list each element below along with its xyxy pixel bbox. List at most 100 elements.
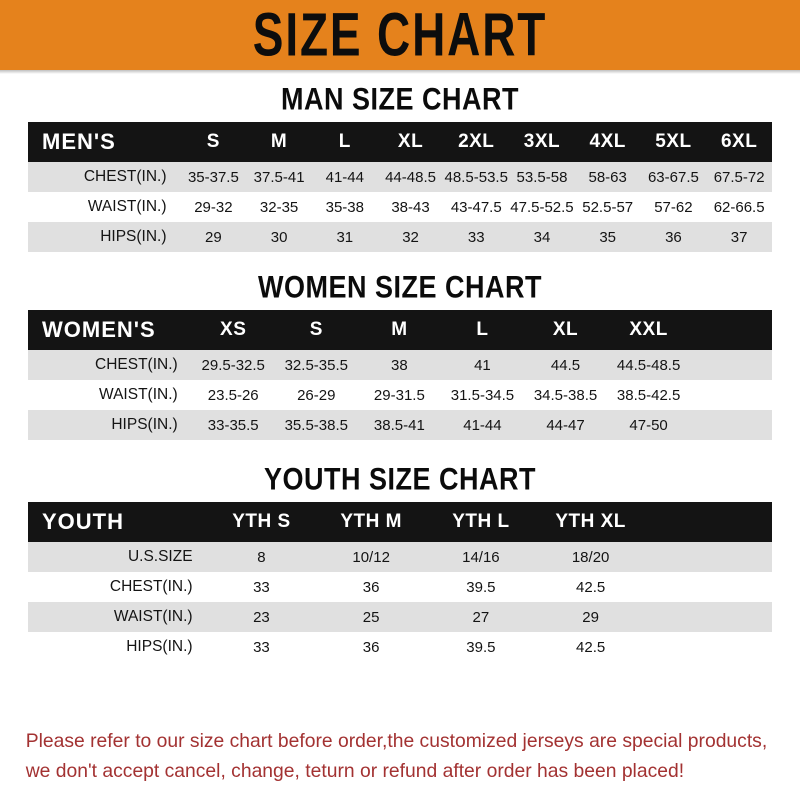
column-header-spacer bbox=[690, 310, 772, 350]
table-cell: 29-31.5 bbox=[373, 386, 425, 404]
row-label-header: YOUTH bbox=[42, 509, 124, 534]
row-label: WAIST(IN.) bbox=[87, 198, 167, 215]
table-cell: 42.5 bbox=[576, 578, 606, 596]
row-label: CHEST(IN.) bbox=[95, 356, 178, 373]
table-cell: 31.5-34.5 bbox=[450, 386, 515, 404]
table-cell: 35 bbox=[599, 228, 617, 246]
table-cell: 25 bbox=[362, 608, 380, 626]
table-header-row: YOUTH YTH S YTH M YTH L YTH XL bbox=[28, 502, 772, 542]
table-cell: 36 bbox=[665, 228, 682, 246]
column-header-m: M bbox=[391, 319, 408, 340]
table-cell: 27 bbox=[472, 608, 490, 626]
section-title-youth: YOUTH SIZE CHART bbox=[263, 461, 536, 497]
table-cell: 37 bbox=[730, 228, 748, 246]
table-body-men: CHEST(IN.) 35-37.5 37.5-41 41-44 44-48.5 48.5… bbox=[28, 162, 772, 252]
row-label: CHEST(IN.) bbox=[109, 578, 193, 595]
table-cell: 18/20 bbox=[571, 548, 610, 566]
table-wrapper-men: MEN'S S M L XL 2XL 3XL 4XL 5XL 6XL CHEST(IN.) 35-… bbox=[28, 122, 772, 252]
table-body-women: CHEST(IN.) 29.5-32.5 32.5-35.5 38 41 44.5 44.5… bbox=[28, 350, 772, 440]
table-cell: 43-47.5 bbox=[450, 198, 502, 216]
row-label: WAIST(IN.) bbox=[99, 386, 178, 403]
table-head-women: WOMEN'S XS S M L XL XXL bbox=[28, 310, 772, 350]
section-men: MAN SIZE CHART MEN'S S M L XL 2XL 3XL 4XL 5XL 6X… bbox=[0, 81, 800, 252]
section-youth: YOUTH SIZE CHART YOUTH YTH S YTH M YTH L YT… bbox=[0, 461, 800, 662]
column-header-3xl: 3XL bbox=[523, 131, 561, 152]
column-header-yth-s: YTH S bbox=[232, 511, 291, 532]
table-cell: 26-29 bbox=[297, 386, 336, 404]
table-cell: 33-35.5 bbox=[207, 416, 259, 434]
column-header-xs: XS bbox=[220, 319, 247, 340]
table-cell: 30 bbox=[270, 228, 288, 246]
footer-line-1: Please refer to our size chart before or… bbox=[25, 729, 768, 752]
table-cell: 29 bbox=[205, 228, 222, 246]
section-title-men: MAN SIZE CHART bbox=[281, 81, 519, 117]
table-cell-spacer bbox=[645, 572, 772, 602]
table-cell: 33 bbox=[467, 228, 485, 246]
table-cell-spacer bbox=[690, 410, 772, 440]
table-header-row: MEN'S S M L XL 2XL 3XL 4XL 5XL 6XL bbox=[28, 122, 772, 162]
table-row: HIPS(IN.) 33 36 39.5 42.5 bbox=[28, 632, 772, 662]
table-cell: 44.5 bbox=[550, 356, 581, 374]
table-cell: 42.5 bbox=[576, 638, 606, 656]
table-cell: 35-37.5 bbox=[187, 168, 239, 186]
table-cell: 33 bbox=[253, 578, 270, 596]
table-head-men: MEN'S S M L XL 2XL 3XL 4XL 5XL 6XL bbox=[28, 122, 772, 162]
table-cell: 44-48.5 bbox=[385, 168, 436, 186]
column-header-2xl: 2XL bbox=[458, 131, 495, 152]
table-cell: 38.5-42.5 bbox=[616, 386, 681, 404]
table-row: CHEST(IN.) 35-37.5 37.5-41 41-44 44-48.5 48.5… bbox=[28, 162, 772, 192]
table-row: WAIST(IN.) 23 25 27 29 bbox=[28, 602, 772, 632]
page-title: SIZE CHART bbox=[252, 0, 548, 70]
column-header-yth-l: YTH L bbox=[452, 511, 510, 532]
column-header-s: S bbox=[206, 131, 220, 152]
table-cell: 35-38 bbox=[325, 198, 364, 216]
column-header-s: S bbox=[309, 319, 323, 340]
row-label: WAIST(IN.) bbox=[113, 608, 193, 625]
table-cell: 36 bbox=[362, 638, 380, 656]
table-cell-spacer bbox=[690, 350, 772, 380]
table-row: WAIST(IN.) 23.5-26 26-29 29-31.5 31.5-34.5 34… bbox=[28, 380, 772, 410]
section-women: WOMEN SIZE CHART WOMEN'S XS S M L XL XXL CHES… bbox=[0, 271, 800, 440]
table-cell: 29 bbox=[582, 608, 599, 626]
table-cell: 41-44 bbox=[325, 168, 364, 186]
table-cell: 31 bbox=[336, 228, 354, 246]
table-cell-spacer bbox=[645, 632, 772, 662]
table-cell: 23 bbox=[253, 608, 270, 626]
table-cell: 38-43 bbox=[391, 198, 430, 216]
table-cell: 29.5-32.5 bbox=[201, 356, 265, 374]
table-cell: 34 bbox=[533, 228, 551, 246]
table-cell: 63-67.5 bbox=[647, 168, 699, 186]
table-head-youth: YOUTH YTH S YTH M YTH L YTH XL bbox=[28, 502, 772, 542]
size-table-women: WOMEN'S XS S M L XL XXL CHEST(IN.) 29.5-32.5 32… bbox=[28, 310, 772, 440]
page-banner: SIZE CHART bbox=[0, 0, 800, 74]
table-header-row: WOMEN'S XS S M L XL XXL bbox=[28, 310, 772, 350]
column-header-spacer bbox=[645, 502, 772, 542]
column-header-yth-m: YTH M bbox=[340, 511, 402, 532]
column-header-l: L bbox=[476, 319, 489, 340]
row-label: HIPS(IN.) bbox=[111, 416, 178, 433]
table-cell: 41 bbox=[474, 356, 491, 374]
table-row: HIPS(IN.) 33-35.5 35.5-38.5 38.5-41 41-44 44-… bbox=[28, 410, 772, 440]
table-wrapper-youth: YOUTH YTH S YTH M YTH L YTH XL U.S.SIZE 8 10/… bbox=[28, 502, 772, 662]
table-row: U.S.SIZE 8 10/12 14/16 18/20 bbox=[28, 542, 772, 572]
table-cell: 52.5-57 bbox=[582, 198, 634, 216]
table-cell: 32.5-35.5 bbox=[284, 356, 348, 374]
table-cell: 38 bbox=[391, 356, 408, 374]
table-cell: 47-50 bbox=[629, 416, 668, 434]
table-cell-spacer bbox=[645, 602, 772, 632]
table-cell: 48.5-53.5 bbox=[444, 168, 508, 186]
row-label: U.S.SIZE bbox=[127, 548, 193, 565]
table-cell: 33 bbox=[253, 638, 270, 656]
table-row: CHEST(IN.) 29.5-32.5 32.5-35.5 38 41 44.5 44.5… bbox=[28, 350, 772, 380]
table-cell-spacer bbox=[690, 380, 772, 410]
table-cell: 23.5-26 bbox=[207, 386, 259, 404]
footer-disclaimer: Please refer to our size chart before or… bbox=[0, 726, 792, 786]
table-cell: 29-32 bbox=[194, 198, 233, 216]
table-cell: 58-63 bbox=[588, 168, 627, 186]
table-cell: 47.5-52.5 bbox=[510, 198, 574, 216]
table-cell: 41-44 bbox=[463, 416, 502, 434]
row-label: HIPS(IN.) bbox=[126, 638, 193, 655]
table-cell: 35.5-38.5 bbox=[284, 416, 348, 434]
table-cell: 67.5-72 bbox=[713, 168, 765, 186]
column-header-xl: XL bbox=[397, 131, 424, 152]
